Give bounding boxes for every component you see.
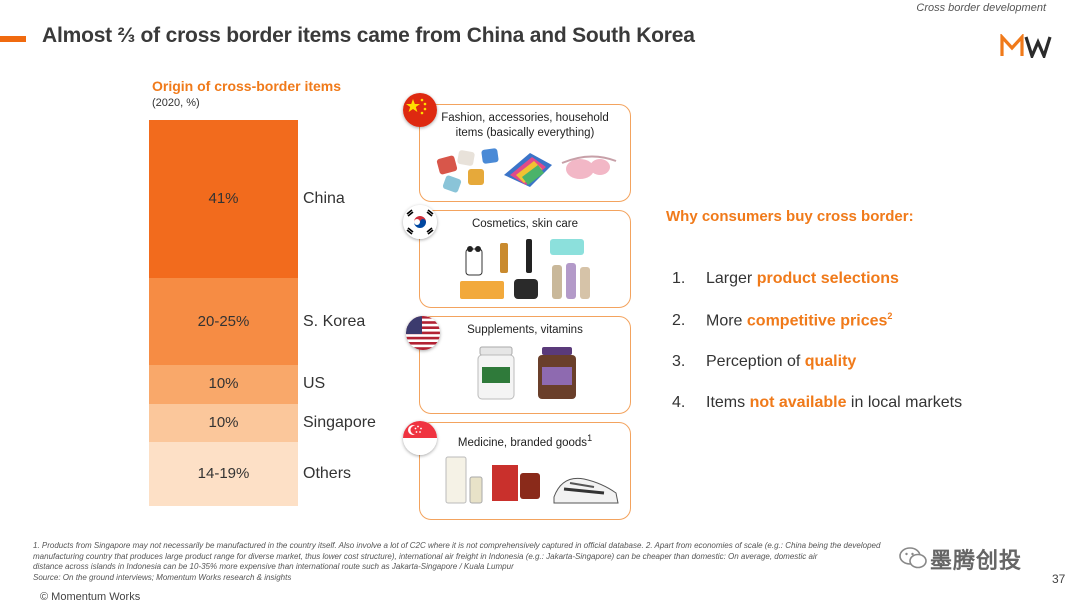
origin-card-label: Supplements, vitamins — [420, 323, 630, 338]
data-label: 20-25% — [149, 313, 298, 330]
origin-card-south-korea: Cosmetics, skin care — [419, 210, 631, 308]
stacked-bar-chart: 41% 20-25% 10% 10% 14-19% — [149, 120, 298, 506]
watermark: 墨腾创投 — [898, 541, 1048, 575]
origin-card-singapore: Medicine, branded goods1 — [419, 422, 631, 520]
origin-card-label: Medicine, branded goods1 — [420, 431, 630, 451]
watermark-text: 墨腾创投 — [930, 543, 1022, 575]
reason-item: 2. More competitive prices2 — [672, 311, 892, 330]
momentum-works-logo — [1000, 34, 1052, 58]
china-flag-icon — [403, 93, 437, 127]
supplements-products-icon — [476, 345, 586, 403]
south-korea-flag-icon — [403, 205, 437, 239]
copyright: © Momentum Works — [40, 591, 140, 603]
medicine-products-icon — [444, 453, 624, 511]
category-label: Others — [303, 465, 351, 483]
footnotes: 1. Products from Singapore may not neces… — [33, 541, 973, 583]
wechat-icon — [898, 545, 928, 571]
us-flag-icon — [406, 316, 440, 350]
chart-title: Origin of cross-border items — [152, 78, 341, 94]
category-label: China — [303, 190, 345, 208]
data-label: 41% — [149, 190, 298, 207]
cosmetics-products-icon — [458, 235, 608, 305]
origin-card-china: Fashion, accessories, household items (b… — [419, 104, 631, 202]
category-label: Singapore — [303, 414, 376, 432]
chart-subtitle: (2020, %) — [152, 97, 200, 109]
data-label: 14-19% — [149, 465, 298, 482]
data-label: 10% — [149, 375, 298, 392]
origin-card-label: Fashion, accessories, household items (b… — [420, 111, 630, 141]
reasons-title: Why consumers buy cross border: — [666, 208, 914, 225]
reason-item: 1. Larger product selections — [672, 270, 899, 288]
page-number: 37 — [1052, 572, 1065, 586]
footnote-line: 1. Products from Singapore may not neces… — [33, 541, 973, 552]
reason-item: 3. Perception of quality — [672, 353, 856, 371]
category-label: S. Korea — [303, 313, 365, 331]
category-label: US — [303, 375, 325, 393]
reason-item: 4. Items not available in local markets — [672, 394, 962, 412]
source-line: Source: On the ground interviews; Moment… — [33, 573, 973, 584]
section-tag: Cross border development — [916, 2, 1046, 14]
fashion-products-icon — [434, 147, 620, 197]
footnote-line: manufacturing country that produces larg… — [33, 552, 973, 563]
slide-title: Almost ⅔ of cross border items came from… — [42, 24, 695, 48]
footnote-line: distance across islands in Indonesia can… — [33, 562, 973, 573]
singapore-flag-icon — [403, 421, 437, 455]
origin-card-us: Supplements, vitamins — [419, 316, 631, 414]
origin-card-label: Cosmetics, skin care — [420, 217, 630, 232]
data-label: 10% — [149, 414, 298, 431]
title-accent-bar — [0, 36, 26, 42]
